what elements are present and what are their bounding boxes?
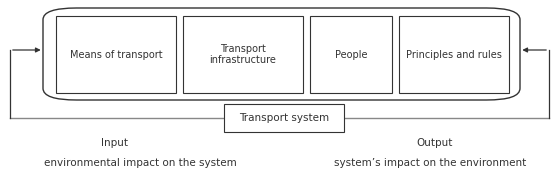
Bar <box>224 104 344 132</box>
Bar <box>56 16 176 93</box>
Text: environmental impact on the system: environmental impact on the system <box>44 158 236 168</box>
Text: Input: Input <box>102 138 129 148</box>
Bar <box>399 16 509 93</box>
Text: system’s impact on the environment: system’s impact on the environment <box>334 158 526 168</box>
Bar <box>183 16 303 93</box>
Text: Means of transport: Means of transport <box>70 49 162 60</box>
Text: Transport
infrastructure: Transport infrastructure <box>210 44 277 65</box>
Bar <box>310 16 392 93</box>
Text: Output: Output <box>417 138 453 148</box>
FancyBboxPatch shape <box>43 8 520 100</box>
Text: People: People <box>335 49 367 60</box>
Text: Transport system: Transport system <box>239 113 329 123</box>
Text: Principles and rules: Principles and rules <box>406 49 502 60</box>
